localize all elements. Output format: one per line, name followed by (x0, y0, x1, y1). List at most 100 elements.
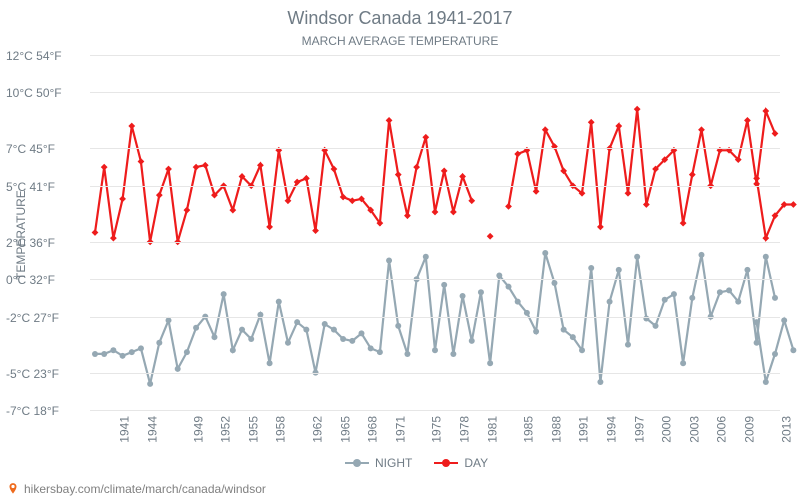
night-marker (634, 254, 640, 260)
night-marker (322, 321, 328, 327)
night-line (95, 253, 775, 384)
day-marker (119, 195, 126, 202)
x-tick-label: 1978 (458, 416, 472, 443)
night-marker (469, 338, 475, 344)
day-marker (138, 158, 145, 165)
day-marker (790, 201, 797, 208)
day-marker (753, 175, 760, 182)
night-marker (175, 366, 181, 372)
night-marker (377, 349, 383, 355)
legend-item-night: NIGHT (345, 456, 412, 470)
night-marker (101, 351, 107, 357)
night-marker (193, 325, 199, 331)
day-marker (413, 164, 420, 171)
day-marker (597, 224, 604, 231)
day-marker (615, 123, 622, 130)
temperature-chart: Windsor Canada 1941-2017 MARCH AVERAGE T… (0, 0, 800, 500)
grid-line (90, 92, 780, 93)
y-tick-label: -5°C 23°F (6, 367, 59, 381)
night-marker (726, 287, 732, 293)
grid-line (90, 148, 780, 149)
night-marker (460, 293, 466, 299)
night-marker (358, 330, 364, 336)
night-marker (698, 252, 704, 258)
night-marker (423, 254, 429, 260)
day-marker (165, 166, 172, 173)
night-marker (717, 289, 723, 295)
night-marker (432, 347, 438, 353)
grid-line (90, 242, 780, 243)
attribution[interactable]: hikersbay.com/climate/march/canada/winds… (6, 482, 266, 496)
night-marker (386, 258, 392, 264)
day-line (757, 178, 794, 238)
day-marker (514, 151, 521, 158)
x-tick-label: 1962 (311, 416, 325, 443)
x-tick-label: 1975 (430, 416, 444, 443)
chart-subtitle: MARCH AVERAGE TEMPERATURE (0, 34, 800, 48)
day-marker (266, 224, 273, 231)
night-marker (653, 323, 659, 329)
day-marker (634, 106, 641, 113)
x-tick-label: 2006 (715, 416, 729, 443)
day-marker (762, 235, 769, 242)
night-marker (772, 295, 778, 301)
legend-label: NIGHT (375, 456, 412, 470)
y-tick-label: 12°C 54°F (6, 49, 62, 63)
night-marker (230, 347, 236, 353)
night-marker (303, 327, 309, 333)
night-marker (671, 291, 677, 297)
night-marker (129, 349, 135, 355)
night-marker (184, 349, 190, 355)
night-marker (763, 379, 769, 385)
y-tick-label: -7°C 18°F (6, 404, 59, 418)
x-tick-label: 2013 (779, 416, 793, 443)
x-tick-label: 1981 (485, 416, 499, 443)
y-tick-label: 0°C 32°F (6, 273, 55, 287)
day-marker (395, 171, 402, 178)
night-marker (166, 317, 172, 323)
day-marker (92, 229, 99, 236)
night-marker (138, 345, 144, 351)
night-marker (542, 250, 548, 256)
night-marker (515, 299, 521, 305)
night-marker (579, 347, 585, 353)
legend-swatch (345, 462, 369, 464)
grid-line (90, 279, 780, 280)
night-marker (763, 254, 769, 260)
x-tick-label: 2000 (660, 416, 674, 443)
day-marker (680, 220, 687, 227)
day-marker (386, 117, 393, 124)
day-marker (101, 164, 108, 171)
day-marker (487, 233, 494, 240)
night-marker (110, 347, 116, 353)
series-lines (90, 55, 780, 410)
night-marker (570, 334, 576, 340)
day-line (95, 109, 775, 242)
chart-title: Windsor Canada 1941-2017 (0, 8, 800, 29)
night-marker (689, 295, 695, 301)
night-marker (92, 351, 98, 357)
day-marker (432, 209, 439, 216)
day-marker (450, 209, 457, 216)
x-tick-label: 1985 (522, 416, 536, 443)
map-pin-icon (6, 482, 20, 496)
night-marker (248, 336, 254, 342)
grid-line (90, 186, 780, 187)
day-marker (349, 197, 356, 204)
night-marker (754, 319, 760, 325)
day-marker (689, 171, 696, 178)
night-marker (551, 280, 557, 286)
x-tick-label: 1944 (145, 416, 159, 443)
night-marker (147, 381, 153, 387)
x-tick-label: 1955 (246, 416, 260, 443)
night-marker (790, 347, 796, 353)
day-marker (643, 201, 650, 208)
x-tick-label: 1941 (118, 416, 132, 443)
day-marker (110, 235, 117, 242)
day-marker (202, 162, 209, 169)
night-marker (662, 297, 668, 303)
x-tick-label: 2009 (743, 416, 757, 443)
legend-swatch (434, 462, 458, 464)
night-marker (239, 327, 245, 333)
night-marker (772, 351, 778, 357)
